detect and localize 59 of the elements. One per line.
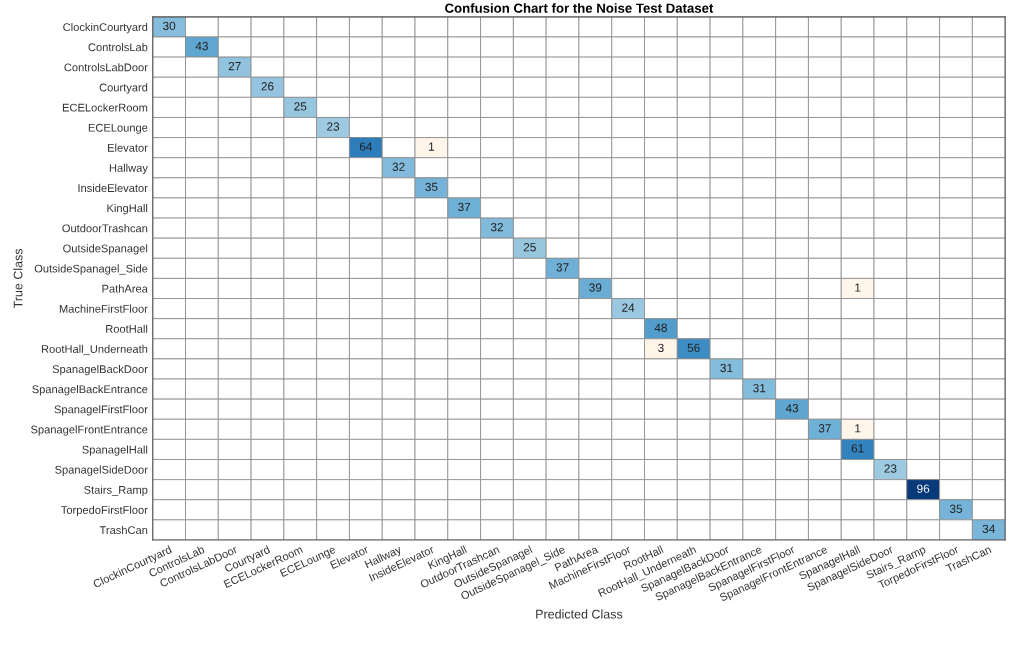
- y-tick-label: Elevator: [108, 143, 148, 152]
- data-label: 35: [425, 182, 438, 192]
- y-tick-label: OutsideSpanagel_Side: [34, 264, 148, 275]
- data-label: 48: [654, 323, 667, 332]
- y-tick-label: ECELockerRoom: [62, 103, 148, 112]
- y-tick-label: SpanagelFirstFloor: [54, 405, 148, 416]
- y-tick-label: PathArea: [102, 284, 148, 293]
- y-tick-label: ClockinCourtyard: [63, 22, 148, 34]
- data-label: 27: [228, 61, 241, 71]
- x-axis-title: Predicted Class: [536, 609, 623, 619]
- y-tick-label: ControlsLabDoor: [64, 63, 148, 72]
- y-tick-label: Courtyard: [99, 83, 148, 94]
- y-tick-label: ECELounge: [88, 123, 148, 134]
- y-tick-label: ControlsLab: [88, 43, 148, 52]
- data-label: 30: [163, 21, 176, 31]
- data-label: 26: [261, 82, 274, 91]
- y-tick-label: Hallway: [109, 163, 148, 175]
- y-tick-label: OutsideSpanagel: [63, 244, 148, 255]
- data-label: 1: [855, 283, 861, 292]
- data-label: 1: [855, 424, 861, 433]
- data-label: 64: [359, 142, 373, 151]
- y-tick-label: OutdoorTrashcan: [62, 224, 148, 233]
- y-tick-label: SpanagelBackDoor: [52, 364, 148, 376]
- data-label: 61: [851, 444, 864, 453]
- data-label: 37: [556, 263, 569, 272]
- data-label: 43: [195, 41, 208, 51]
- data-label: 35: [949, 504, 963, 513]
- y-tick-label: TrashCan: [99, 525, 148, 535]
- y-tick-label: SpanagelSideDoor: [55, 465, 148, 476]
- data-label: 32: [490, 222, 503, 232]
- y-tick-label: SpanagelHall: [82, 445, 148, 456]
- y-tick-label: InsideElevator: [78, 183, 148, 193]
- y-tick-label: Stairs_Ramp: [84, 485, 148, 496]
- data-label: 1: [429, 142, 435, 151]
- y-tick-label: RootHall: [106, 324, 148, 333]
- data-label: 23: [327, 122, 340, 131]
- y-tick-label: MachineFirstFloor: [59, 304, 148, 313]
- data-label: 23: [884, 464, 897, 473]
- data-label: 32: [392, 162, 405, 171]
- data-label: 56: [687, 343, 700, 353]
- y-tick-label: KingHall: [107, 203, 148, 215]
- data-label: 37: [818, 424, 831, 433]
- data-label: 31: [753, 383, 766, 393]
- data-label: 31: [720, 363, 733, 373]
- y-axis-title: True Class: [13, 248, 23, 309]
- chart-title: Confusion Chart for the Noise Test Dataset: [445, 3, 714, 13]
- y-tick-label: SpanagelFrontEntrance: [31, 425, 148, 436]
- data-label: 24: [622, 303, 635, 312]
- data-label: 25: [294, 102, 307, 111]
- data-label: 96: [917, 484, 930, 493]
- data-label: 39: [589, 283, 602, 292]
- data-label: 34: [982, 524, 995, 534]
- data-label: 43: [785, 404, 799, 413]
- data-label: 25: [523, 243, 536, 252]
- y-tick-label: SpanagelBackEntrance: [32, 385, 148, 396]
- y-tick-label: RootHall_Underneath: [41, 344, 148, 356]
- data-label: 37: [458, 202, 471, 212]
- y-tick-label: TorpedoFirstFloor: [61, 505, 148, 517]
- data-label: 3: [658, 343, 664, 353]
